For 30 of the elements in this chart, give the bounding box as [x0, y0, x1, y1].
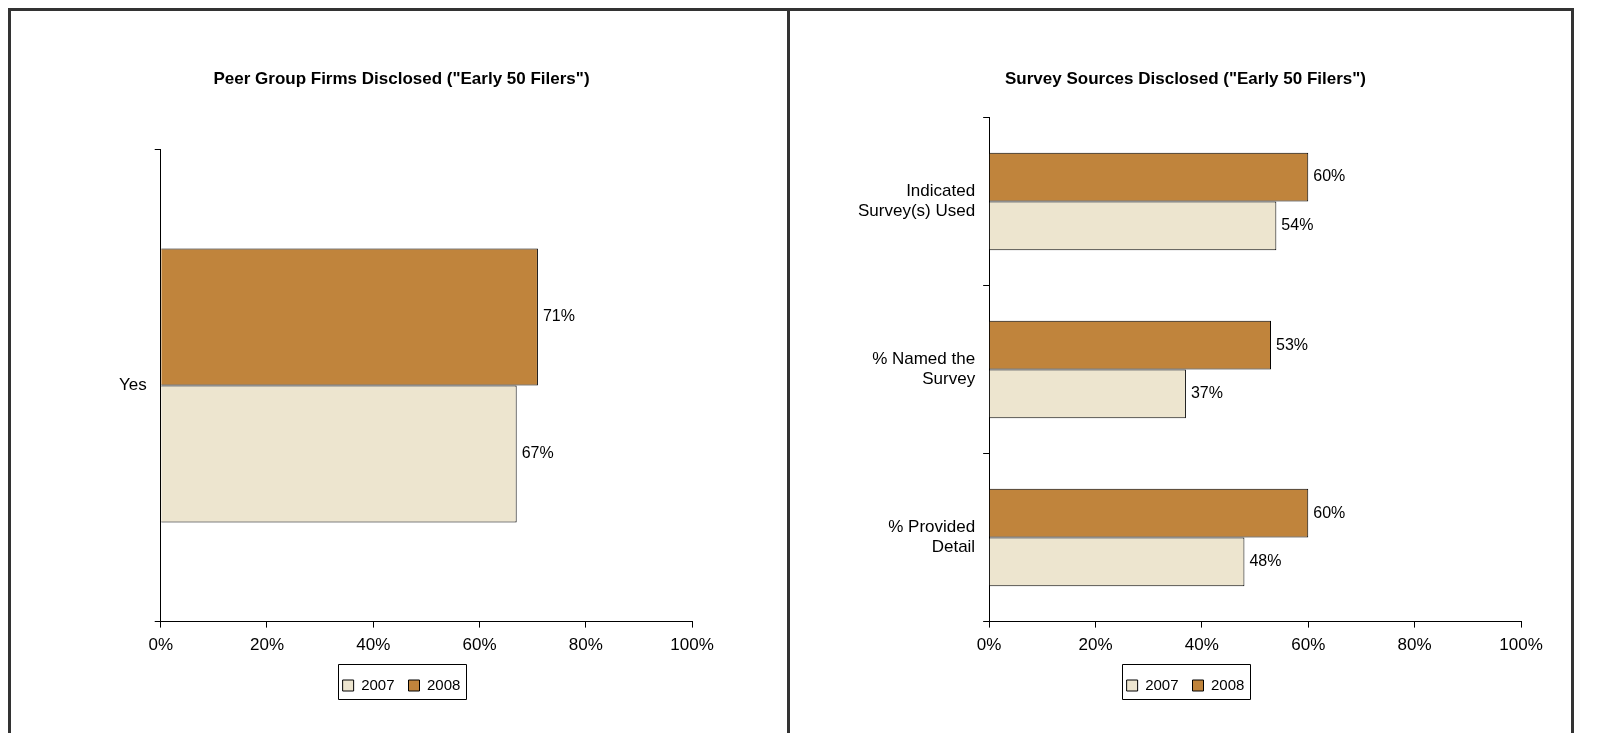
y-tick-label: Indicated Survey(s) Used: [858, 180, 976, 221]
legend-label: 2007: [361, 675, 395, 693]
data-label: 67%: [521, 444, 554, 462]
y-tick-label: % Named the Survey: [872, 348, 976, 389]
x-tick-label: 0%: [976, 635, 1002, 655]
x-tick-label: 80%: [568, 635, 603, 655]
data-label: 60%: [1313, 167, 1346, 185]
data-label: 60%: [1313, 503, 1346, 521]
legend-label: 2008: [427, 675, 461, 693]
x-tick-label: 20%: [1078, 635, 1113, 655]
y-tick-label: % Provided Detail: [888, 517, 976, 557]
data-label: 53%: [1276, 335, 1309, 353]
x-tick-label: 60%: [1291, 635, 1326, 655]
x-tick-label: 100%: [670, 635, 714, 655]
data-label: 71%: [542, 307, 575, 325]
data-label: 37%: [1190, 384, 1223, 402]
x-tick-label: 80%: [1397, 635, 1432, 655]
x-tick-label: 60%: [462, 635, 497, 655]
x-tick-label: 100%: [1499, 635, 1543, 655]
x-tick-label: 20%: [249, 635, 284, 655]
data-label: 48%: [1249, 552, 1282, 570]
legend-label: 2008: [1211, 675, 1245, 693]
data-label: 54%: [1281, 216, 1314, 234]
x-tick-label: 40%: [1184, 635, 1219, 655]
x-tick-label: 40%: [356, 635, 391, 655]
chart-title: Survey Sources Disclosed ("Early 50 Filers"): [1004, 68, 1367, 88]
x-tick-label: 0%: [148, 635, 174, 655]
y-tick-label: Yes: [119, 375, 147, 395]
legend-label: 2007: [1145, 675, 1179, 693]
chart-title: Peer Group Firms Disclosed ("Early 50 Filers"): [213, 68, 590, 88]
